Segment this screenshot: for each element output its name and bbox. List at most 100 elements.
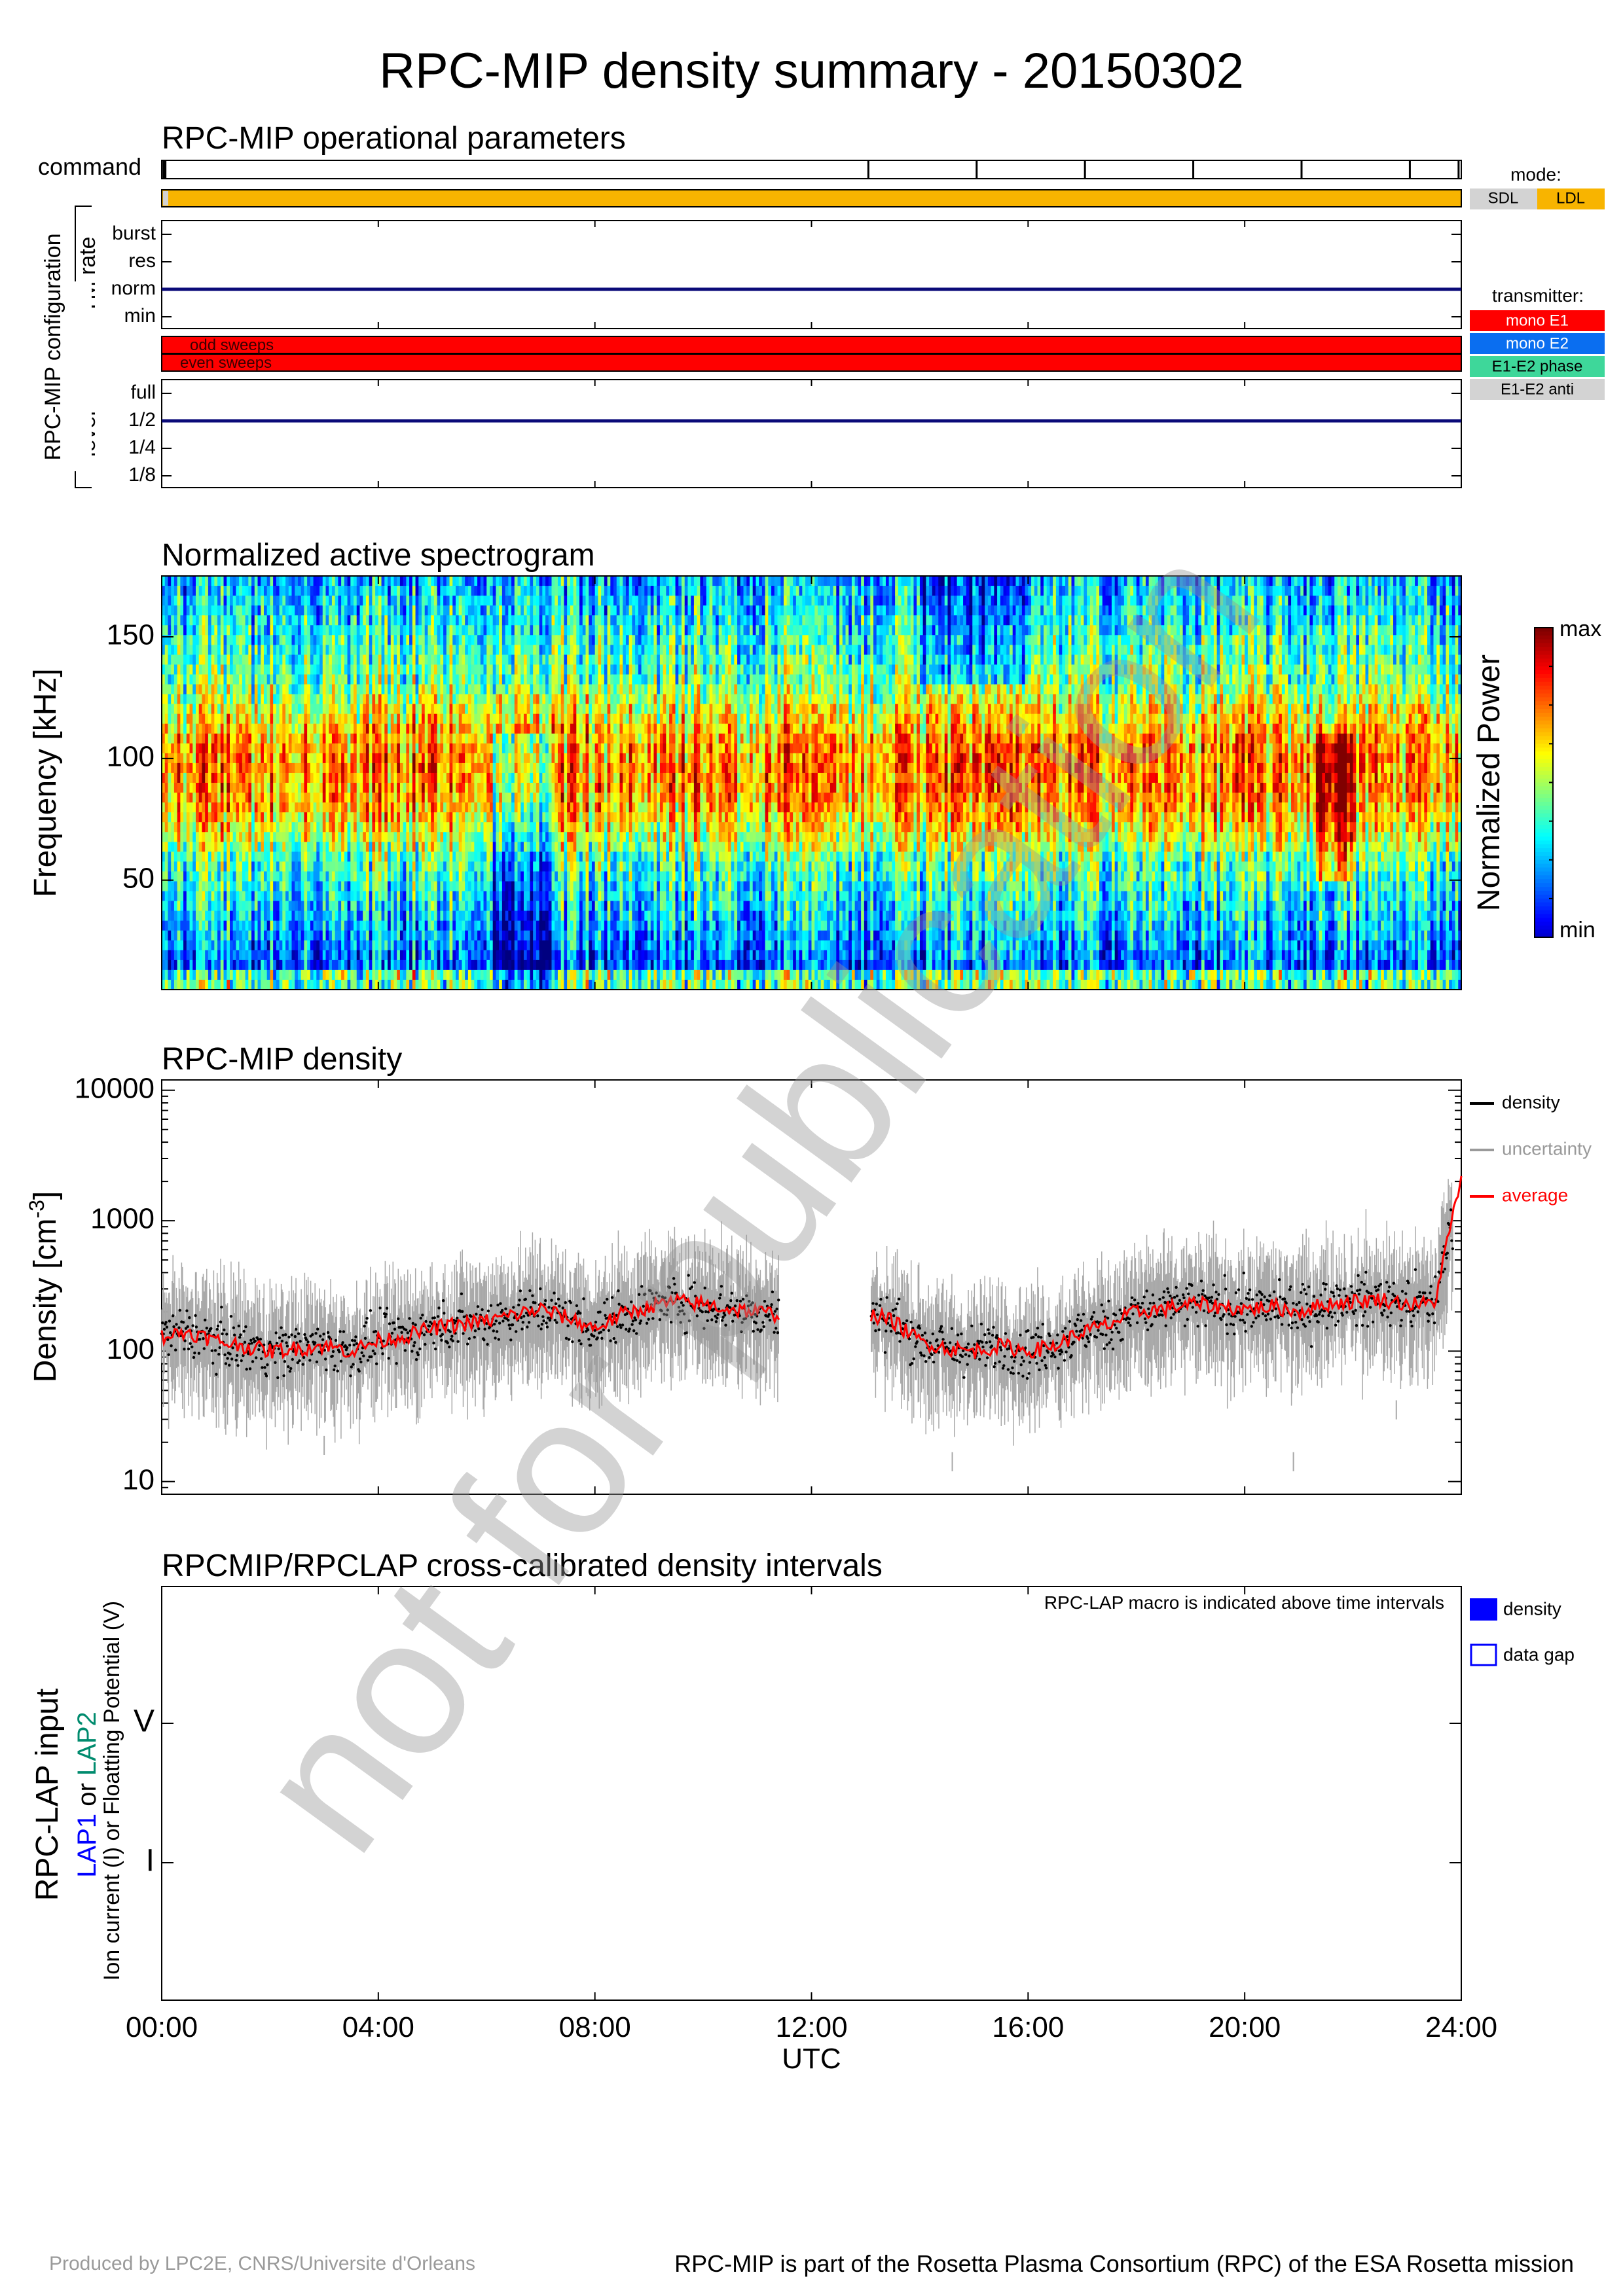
spectrogram-cell [499,772,503,783]
spectrogram-cell [471,861,475,872]
spectrogram-cell [431,930,435,941]
spectrogram-cell [208,812,212,823]
spectrogram-cell [329,930,333,941]
spectrogram-cell [338,694,342,705]
spectrogram-cell [186,674,191,685]
spectrogram-cell [462,793,465,803]
spectrogram-cell [313,743,317,754]
spectrogram-cell [248,979,252,990]
spectrogram-cell [245,655,249,666]
spectrogram-cell [183,655,187,666]
spectrogram-cell [310,842,314,852]
spectrogram-cell [229,762,234,774]
spectrogram-cell [467,822,472,833]
spectrogram-cell [338,713,342,725]
spectrogram-cell [486,793,490,803]
spectrogram-cell [208,950,212,961]
spectrogram-cell [301,635,305,645]
spectrogram-cell [301,881,305,892]
spectrogram-cell [251,772,255,783]
spectrogram-cell [202,723,206,734]
spectrogram-cell [381,891,385,902]
spectrogram-cell [214,586,218,596]
spectrogram-cell [511,704,515,715]
spectrogram-cell [270,704,274,715]
spectrogram-cell [347,930,351,941]
spectrogram-cell [452,713,456,725]
spectrogram-cell [273,960,277,971]
spectrogram-cell [359,822,363,833]
spectrogram-cell [270,891,274,902]
spectrogram-cell [372,596,376,606]
spectrogram-cell [514,950,519,961]
spectrogram-cell [195,713,200,725]
spectrogram-cell [310,576,314,586]
spectrogram-cell [486,733,490,744]
spectrogram-cell [325,713,329,725]
spectrogram-cell [214,812,218,823]
spectrogram-cell [409,655,413,666]
spectrogram-cell [437,762,441,774]
spectrogram-cell [205,772,209,783]
spectrogram-cell [412,842,416,852]
spectrogram-cell [319,891,323,902]
spectrogram-cell [242,674,246,685]
spectrogram-cell [304,861,308,872]
spectrogram-cell [397,910,401,922]
spectrogram-cell [399,704,404,715]
spectrogram-cell [325,960,329,971]
spectrogram-cell [192,586,196,596]
spectrogram-cell [189,861,193,872]
spectrogram-cell [372,625,376,636]
spectrogram-cell [331,960,336,971]
spectrogram-cell [164,586,169,596]
spectrogram-cell [458,655,463,666]
spectrogram-cell [263,910,268,922]
spectrogram-cell [310,596,314,606]
spectrogram-cell [365,753,370,764]
spectrogram-cell [232,871,237,882]
spectrogram-cell [217,713,221,725]
spectrogram-cell [356,783,361,793]
spectrogram-cell [422,586,426,596]
spectrogram-cell [288,832,293,842]
spectrogram-cell [198,910,203,922]
spectrogram-cell [381,861,385,872]
spectrogram-cell [329,753,333,764]
spectrogram-cell [412,704,416,715]
spectrogram-cell [433,713,438,725]
spectrogram-cell [276,793,280,803]
spectrogram-cell [508,881,512,892]
spectrogram-cell [270,793,274,803]
spectrogram-cell [304,605,308,616]
spectrogram-cell [406,979,410,990]
spectrogram-cell [229,743,234,754]
spectrogram-cell [313,704,317,715]
spectrogram-cell [492,605,497,616]
spectrogram-cell [365,762,370,774]
spectrogram-cell [406,772,410,783]
spectrogram-cell [369,743,373,754]
spectrogram-cell [347,802,351,813]
spectrogram-cell [354,969,357,980]
spectrogram-cell [412,783,416,793]
spectrogram-cell [354,891,357,902]
spectrogram-cell [483,723,487,734]
spectrogram-cell [273,684,277,695]
spectrogram-cell [173,753,178,764]
spectrogram-cell [248,901,252,912]
spectrogram-cell [266,723,271,734]
spectrogram-cell [344,596,348,606]
spectrogram-cell [282,655,286,666]
spectrogram-cell [381,694,385,705]
spectrogram-cell [424,635,429,645]
spectrogram-cell [406,881,410,892]
spectrogram-cell [313,861,317,872]
spectrogram-cell [325,694,329,705]
spectrogram-cell [433,723,438,734]
spectrogram-cell [471,723,475,734]
spectrogram-cell [406,812,410,823]
spectrogram-cell [282,684,286,695]
spectrogram-cell [239,812,243,823]
spectrogram-cell [257,605,261,616]
